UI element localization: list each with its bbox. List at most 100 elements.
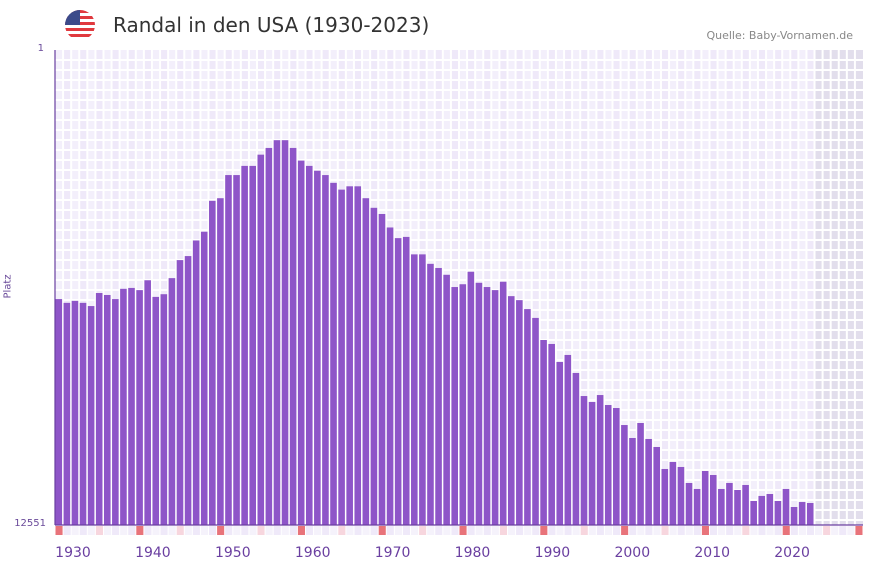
bar-1952	[233, 175, 240, 525]
year-marker	[815, 526, 823, 535]
year-marker	[314, 526, 322, 535]
year-marker	[556, 526, 564, 535]
year-marker	[621, 526, 629, 535]
grid-column	[491, 50, 500, 525]
bar-2004	[653, 446, 660, 525]
year-marker	[136, 526, 144, 535]
bar-1933	[79, 302, 87, 525]
year-marker	[55, 526, 63, 535]
year-marker	[297, 526, 305, 535]
x-tick-label: 2000	[614, 545, 650, 561]
bar-1967	[354, 186, 362, 526]
bar-2016	[750, 500, 757, 525]
bar-2005	[661, 468, 669, 525]
grid-column	[588, 50, 597, 525]
grid-column	[71, 50, 80, 525]
year-marker	[338, 526, 346, 535]
bar-1932	[71, 300, 79, 525]
bar-1957	[273, 140, 281, 526]
year-marker	[427, 526, 435, 535]
year-marker	[774, 526, 782, 535]
year-marker	[548, 526, 556, 535]
bar-1961	[305, 165, 313, 525]
x-tick-label: 2010	[694, 545, 730, 561]
bar-1956	[265, 147, 273, 525]
year-marker	[354, 526, 362, 535]
bar-1991	[548, 343, 555, 525]
bar-1978	[443, 274, 450, 525]
grid-column	[523, 50, 532, 525]
bar-2002	[637, 422, 644, 525]
bar-1975	[419, 254, 426, 525]
year-marker	[742, 526, 750, 535]
year-marker	[839, 526, 847, 535]
bar-2013	[726, 482, 733, 525]
bar-1947	[192, 240, 200, 525]
grid-column	[580, 50, 589, 525]
y-tick-label-bottom: 12551	[14, 518, 46, 529]
year-marker	[483, 526, 491, 535]
bar-2022	[798, 502, 806, 525]
grid-column	[604, 50, 613, 525]
bar-1936	[103, 294, 111, 525]
year-marker	[475, 526, 483, 535]
grid-column	[55, 50, 64, 525]
grid-column	[766, 50, 775, 525]
grid-column	[515, 50, 524, 525]
grid-column	[644, 50, 653, 525]
year-marker	[95, 526, 103, 535]
bar-1962	[314, 170, 321, 526]
year-marker	[718, 526, 726, 535]
bar-1945	[176, 260, 184, 525]
year-marker	[249, 526, 257, 535]
year-marker	[532, 526, 540, 535]
bar-1974	[411, 254, 418, 525]
year-marker	[257, 526, 265, 535]
grid-column	[782, 50, 791, 525]
bar-1949	[209, 200, 216, 525]
year-marker	[330, 526, 338, 535]
grid-column	[790, 50, 799, 525]
bar-1954	[249, 165, 256, 525]
year-marker	[459, 526, 467, 535]
bar-2021	[790, 507, 798, 525]
bar-2011	[709, 474, 717, 525]
year-marker	[758, 526, 766, 535]
grid-column	[111, 50, 120, 525]
bar-1990	[540, 340, 547, 525]
year-marker	[184, 526, 192, 535]
bar-2006	[669, 462, 677, 525]
bar-1973	[402, 236, 410, 525]
bar-2008	[685, 482, 693, 525]
grid-column	[757, 50, 767, 525]
bar-1976	[427, 263, 434, 525]
bar-1935	[95, 293, 103, 525]
year-marker	[806, 526, 815, 535]
grid-column	[798, 50, 807, 525]
grid-column	[693, 50, 702, 525]
bar-1984	[491, 290, 499, 525]
bar-2001	[629, 437, 636, 525]
year-marker	[265, 526, 273, 535]
year-marker	[346, 526, 354, 535]
bar-2020	[782, 488, 790, 525]
bar-1985	[499, 281, 507, 525]
year-marker	[71, 526, 79, 535]
year-marker	[128, 526, 136, 535]
bar-1995	[580, 396, 588, 525]
grid-column	[572, 50, 581, 525]
bar-2023	[806, 503, 814, 525]
year-marker	[273, 526, 281, 535]
bar-1960	[297, 160, 305, 525]
year-marker	[685, 526, 693, 535]
year-marker	[524, 526, 532, 535]
grid-column	[564, 50, 573, 525]
year-marker	[499, 526, 507, 535]
bar-1934	[87, 306, 95, 525]
year-marker	[596, 526, 604, 535]
bar-2012	[718, 488, 725, 525]
year-marker	[451, 526, 459, 535]
year-marker	[168, 526, 176, 535]
year-marker	[823, 526, 831, 535]
